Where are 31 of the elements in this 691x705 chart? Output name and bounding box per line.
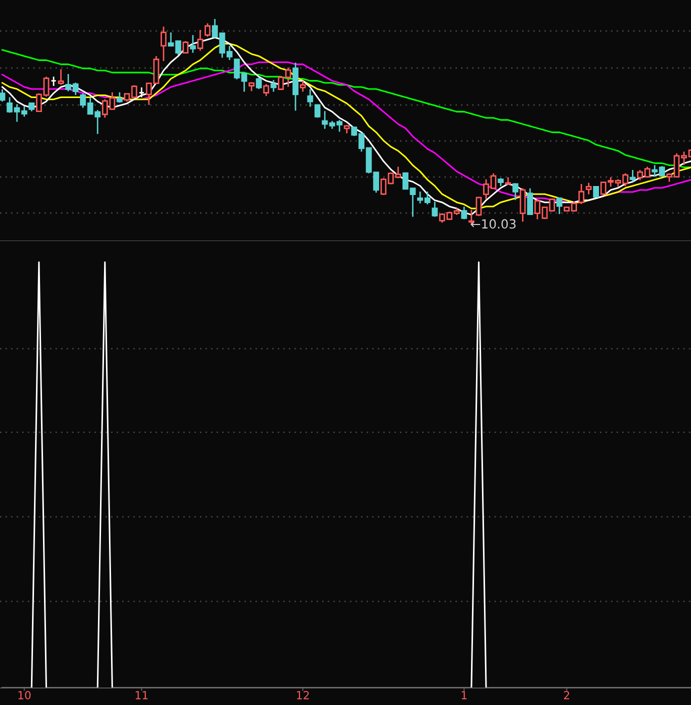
annotation: ←10.03 [470,219,516,229]
candlestick [138,86,145,98]
candlestick [270,79,276,92]
candlestick [314,104,320,118]
x-tick-label: 12 [296,690,309,700]
candlestick [556,196,562,215]
candlestick [461,206,468,220]
candlestick [256,77,262,90]
candlestick [263,83,270,97]
candlestick [160,26,167,62]
candlestick [630,169,636,182]
x-tick-label: 2 [564,690,570,700]
candlestick [300,80,306,92]
x-tick-label: 11 [136,691,148,700]
candlestick [512,182,518,201]
candlestick [307,88,314,108]
candlestick [432,201,438,218]
candlestick [197,29,204,52]
candlestick [476,196,482,217]
x-tick-label: 10 [18,690,31,700]
candlestick [190,34,196,54]
candlestick [520,188,526,222]
x-tick-label: 1 [462,691,467,700]
candlestick [182,40,189,54]
candlestick [50,76,57,87]
candlestick [593,186,599,198]
candlestick [58,68,64,86]
candlestick [586,182,592,195]
candlestick [527,188,534,216]
candlestick [204,22,211,38]
candlestick [0,88,6,102]
